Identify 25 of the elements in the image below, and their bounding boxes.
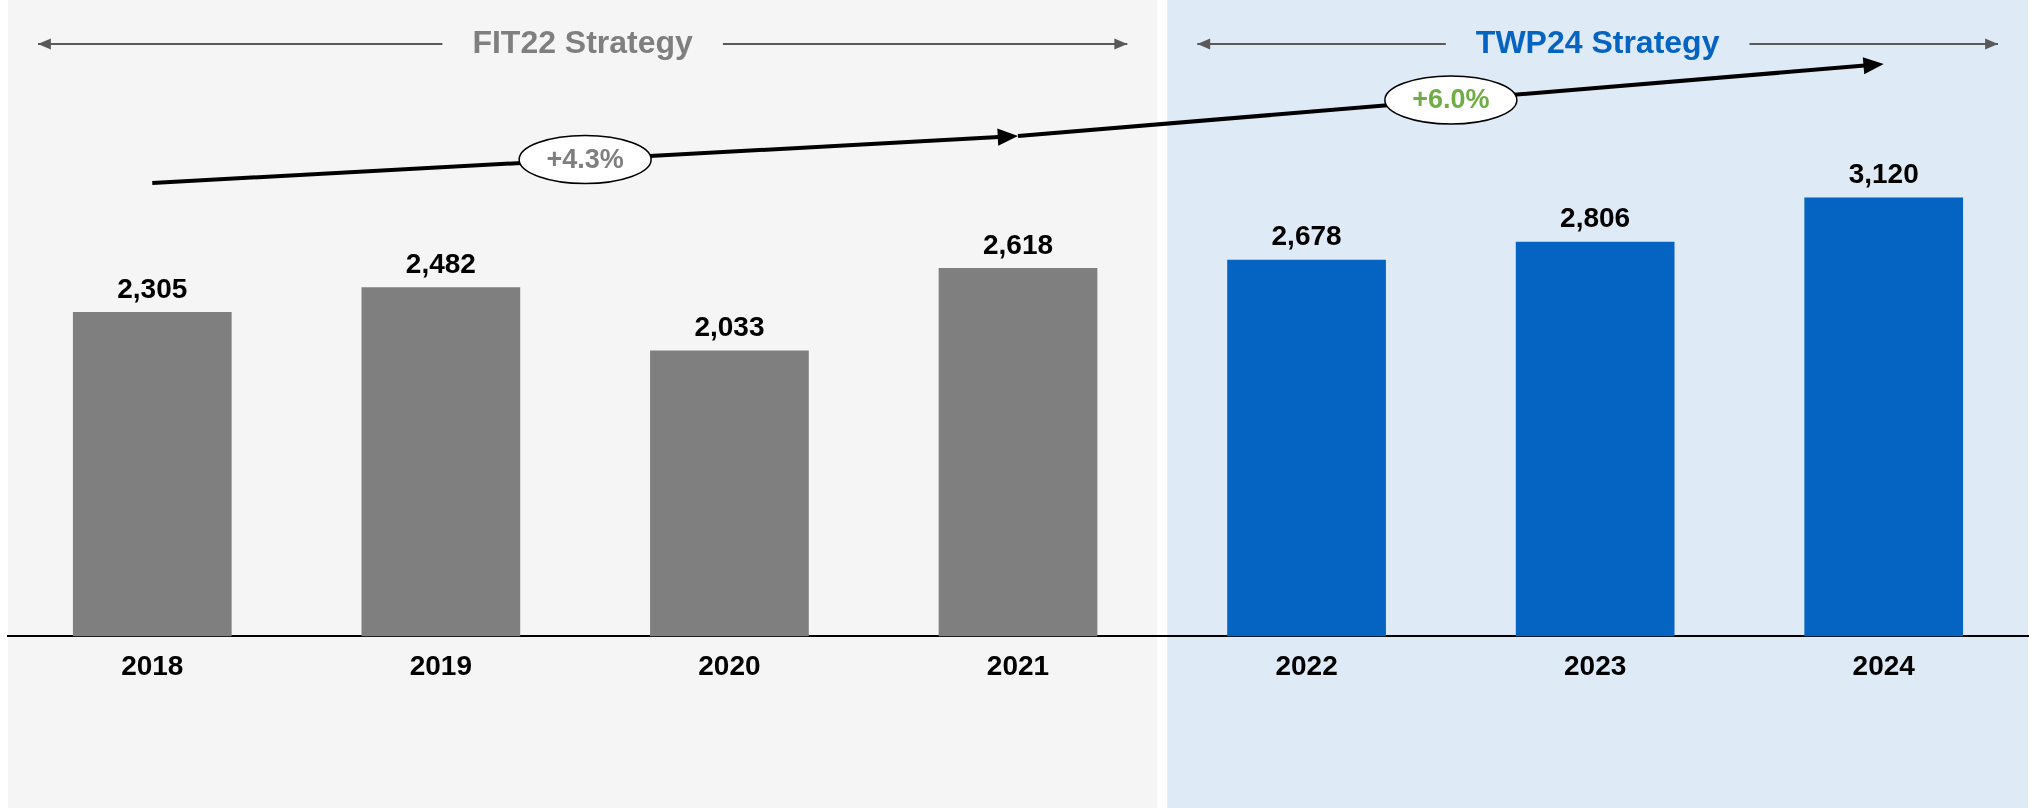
data-label: 2,678: [1271, 220, 1342, 252]
data-label: 2,305: [117, 272, 188, 304]
x-tick-label: 2018: [121, 649, 184, 681]
bar: [938, 268, 1098, 637]
data-label: 2,482: [405, 247, 476, 279]
data-label: 3,120: [1848, 158, 1919, 190]
band-label: FIT22 Strategy: [472, 23, 694, 60]
data-label: 2,033: [694, 311, 765, 343]
x-tick-label: 2021: [986, 649, 1050, 681]
x-tick-label: 2023: [1563, 649, 1627, 681]
x-tick-label: 2022: [1275, 649, 1338, 681]
data-label: 2,618: [982, 228, 1054, 260]
bar: [72, 312, 232, 637]
bar: [361, 287, 521, 637]
bar: [1804, 197, 1964, 637]
x-tick-label: 2019: [409, 649, 473, 681]
bar: [1227, 259, 1386, 637]
bar: [650, 350, 809, 637]
band-label: TWP24 Strategy: [1475, 23, 1720, 60]
text: +4.3%: [546, 143, 624, 174]
data-label: 2,806: [1560, 202, 1631, 234]
text: +6.0%: [1412, 84, 1490, 115]
x-tick-label: 2024: [1852, 649, 1916, 681]
x-tick-label: 2020: [698, 649, 761, 681]
bar: [1515, 241, 1675, 637]
